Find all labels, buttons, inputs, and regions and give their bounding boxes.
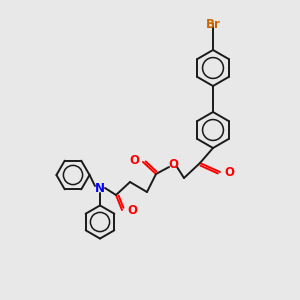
Text: O: O	[127, 205, 137, 218]
Text: O: O	[129, 154, 139, 167]
Text: N: N	[95, 182, 105, 194]
Text: Br: Br	[206, 17, 220, 31]
Text: O: O	[224, 166, 234, 178]
Text: O: O	[168, 158, 178, 172]
